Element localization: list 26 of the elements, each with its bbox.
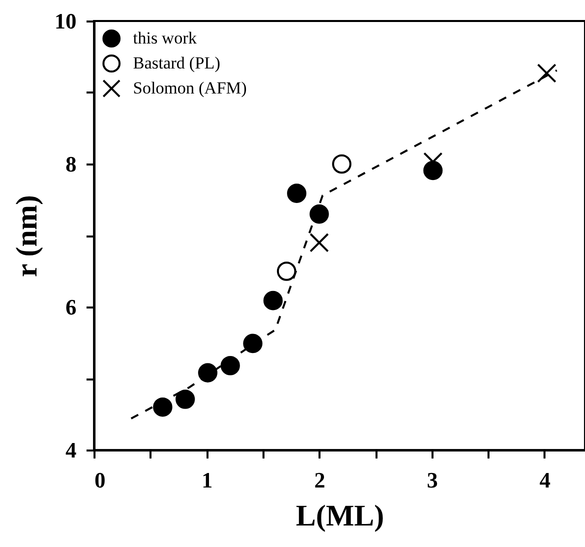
y-tick-label: 6	[66, 294, 76, 320]
point	[263, 290, 283, 310]
x-tick-label: 2	[314, 468, 326, 492]
x-axis-title: L(ML)	[296, 500, 384, 532]
legend-label: Bastard (PL)	[133, 54, 220, 72]
legend-label: this work	[133, 28, 198, 48]
point	[287, 184, 306, 203]
point	[537, 64, 556, 83]
x-tick-label: 4	[539, 468, 550, 492]
point	[310, 204, 329, 224]
point	[220, 356, 240, 376]
x-tick-label: 1	[202, 468, 213, 492]
point	[153, 397, 172, 417]
point	[198, 363, 218, 382]
point	[310, 232, 329, 252]
y-tick-label: 10	[54, 8, 76, 34]
point	[332, 154, 352, 174]
point	[243, 334, 262, 354]
y-axis-title: r (nm)	[10, 195, 44, 277]
x-tick-label: 3	[426, 468, 438, 492]
y-tick-label: 4	[66, 438, 76, 462]
legend-label: Solomon (AFM)	[133, 78, 247, 98]
point	[176, 390, 195, 409]
y-tick-label: 8	[66, 152, 76, 176]
x-tick-label: 0	[94, 468, 106, 492]
point	[276, 262, 296, 281]
